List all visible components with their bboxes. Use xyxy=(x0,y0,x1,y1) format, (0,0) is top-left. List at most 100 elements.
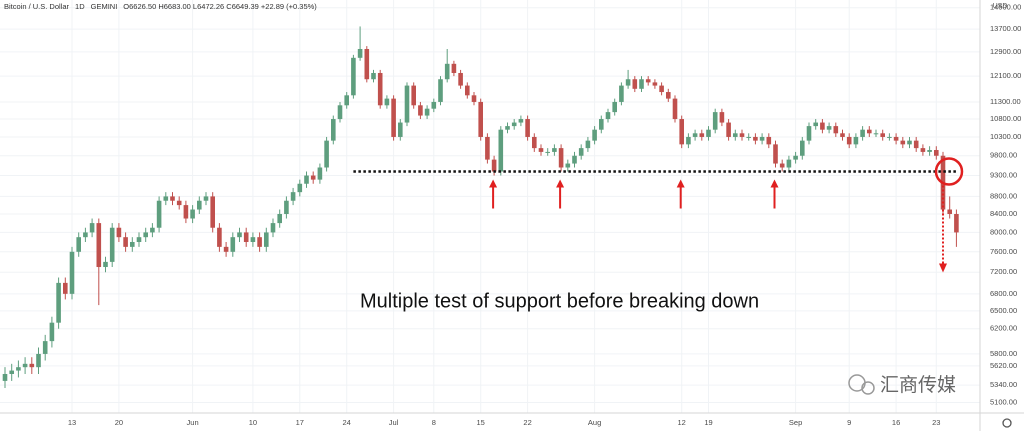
y-tick-label: 9300.00 xyxy=(990,171,1017,180)
candle-body xyxy=(150,227,155,233)
breakdown-circle xyxy=(934,157,964,186)
x-tick-label: 20 xyxy=(115,418,123,427)
y-tick-label: 10800.00 xyxy=(990,114,1021,123)
candle-body xyxy=(398,122,403,137)
breakdown-arrow-head xyxy=(939,263,947,273)
candle-body xyxy=(190,209,195,219)
candle-body xyxy=(840,133,845,137)
candle-body xyxy=(491,159,497,172)
candle-body xyxy=(418,105,423,116)
settings-gear[interactable] xyxy=(1002,418,1012,428)
candle-body xyxy=(384,98,390,106)
candle-body xyxy=(96,223,102,268)
settings-icon[interactable] xyxy=(1002,418,1012,428)
candle-body xyxy=(203,196,209,201)
candle-body xyxy=(9,370,14,374)
candle-body xyxy=(424,108,430,116)
candle-body xyxy=(511,122,517,127)
x-tick-label: 23 xyxy=(932,418,940,427)
candle-body xyxy=(920,148,926,152)
candle-body xyxy=(136,237,142,242)
candle-body xyxy=(451,63,457,73)
candle-body xyxy=(176,200,182,206)
candle-body xyxy=(56,282,61,323)
candle-body xyxy=(2,373,8,381)
candle-body xyxy=(605,112,611,120)
candle-body xyxy=(230,237,236,252)
candle-body xyxy=(109,227,115,262)
candle-body xyxy=(264,232,269,247)
x-tick-label: 19 xyxy=(704,418,712,427)
candle-body xyxy=(813,122,818,127)
y-tick-label: 8400.00 xyxy=(990,209,1017,218)
y-tick-label: 5800.00 xyxy=(990,349,1017,358)
grid xyxy=(0,0,980,413)
candle-body xyxy=(324,140,329,168)
candle-body xyxy=(103,261,108,268)
arrow-head xyxy=(556,179,565,188)
candle-body xyxy=(913,140,919,149)
candle-body xyxy=(411,85,416,106)
candle-body xyxy=(893,136,899,141)
x-tick-label: 15 xyxy=(477,418,485,427)
candle-body xyxy=(706,129,711,137)
candle-body xyxy=(619,85,624,102)
x-tick-label: 13 xyxy=(68,418,76,427)
y-tick-label: 6800.00 xyxy=(990,289,1017,298)
candle-body xyxy=(29,363,35,368)
candle-body xyxy=(699,133,705,137)
candle-body xyxy=(592,129,597,141)
candle-body xyxy=(257,237,262,247)
y-tick-label: 12900.00 xyxy=(990,47,1021,56)
candle-body xyxy=(22,363,28,368)
candle-body xyxy=(116,227,122,238)
candle-body xyxy=(532,136,537,149)
candle-body xyxy=(900,140,906,145)
candle-body xyxy=(123,237,128,247)
y-tick-label: 13700.00 xyxy=(990,24,1021,33)
y-tick-label: 10300.00 xyxy=(990,132,1021,141)
x-tick-label: Jul xyxy=(389,418,399,427)
candle-body xyxy=(947,209,952,214)
annotations xyxy=(353,157,964,273)
candle-body xyxy=(585,140,591,149)
candle-body xyxy=(310,175,316,180)
y-tick-label: 5100.00 xyxy=(990,398,1017,407)
y-tick-label: 8800.00 xyxy=(990,191,1017,200)
candle-body xyxy=(525,119,530,137)
candle-body xyxy=(391,98,396,137)
candle-body xyxy=(297,183,303,193)
watermark: 汇商传媒 xyxy=(880,374,956,396)
y-tick-label: 6500.00 xyxy=(990,306,1017,315)
y-tick-label: 6200.00 xyxy=(990,324,1017,333)
candle-body xyxy=(907,140,912,145)
candle-body xyxy=(284,200,289,214)
candle-body xyxy=(833,126,839,134)
candle-body xyxy=(779,163,785,168)
x-tick-label: 9 xyxy=(847,418,851,427)
candle-body xyxy=(927,150,932,152)
candle-body xyxy=(826,126,832,130)
candle-body xyxy=(237,232,242,238)
y-tick-label: 12100.00 xyxy=(990,71,1021,80)
annotation: Multiple test of support before breaking… xyxy=(360,290,759,312)
x-tick-label: Sep xyxy=(789,418,802,427)
candle-body xyxy=(686,136,691,145)
y-tick-label: 7600.00 xyxy=(990,247,1017,256)
candle-body xyxy=(860,129,865,137)
candle-body xyxy=(766,136,772,145)
interval: 1D xyxy=(75,2,85,11)
candle-body xyxy=(183,205,189,219)
candle-body xyxy=(558,148,564,168)
candle-body xyxy=(820,122,825,130)
candle-body xyxy=(773,144,778,164)
candle-body xyxy=(719,112,725,123)
candle-body xyxy=(759,136,765,141)
candle-body xyxy=(645,79,651,83)
candle-body xyxy=(471,95,477,102)
candle-body xyxy=(270,223,276,233)
candle-body xyxy=(170,196,175,201)
candle-body xyxy=(277,213,282,224)
